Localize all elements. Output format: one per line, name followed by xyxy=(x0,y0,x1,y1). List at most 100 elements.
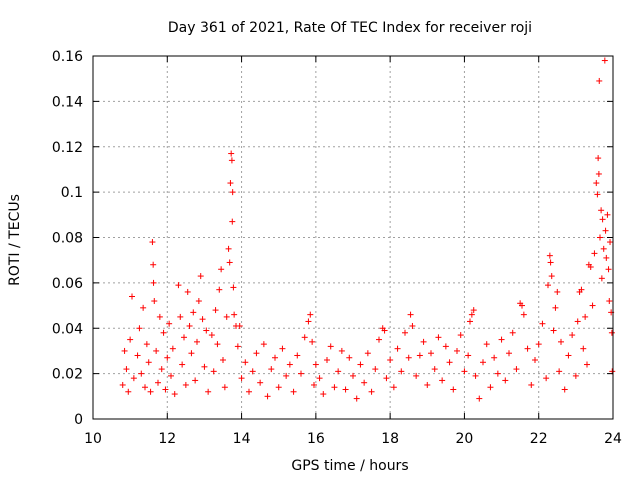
data-point xyxy=(129,293,135,300)
data-point xyxy=(465,352,472,359)
data-point xyxy=(431,366,438,373)
data-point xyxy=(381,327,388,334)
data-point xyxy=(589,302,596,309)
y-tick-label: 0 xyxy=(74,412,83,428)
data-point xyxy=(192,377,199,384)
data-point xyxy=(572,372,579,379)
data-point xyxy=(483,341,490,348)
data-point xyxy=(545,282,551,289)
data-point xyxy=(194,338,200,345)
data-point xyxy=(150,279,157,286)
data-point xyxy=(602,227,609,234)
data-point xyxy=(546,252,553,259)
data-point xyxy=(143,341,150,348)
data-point xyxy=(539,320,546,327)
data-point xyxy=(350,372,356,379)
data-point xyxy=(368,388,375,395)
data-point xyxy=(327,343,334,350)
data-point xyxy=(182,381,189,388)
data-point xyxy=(528,381,535,388)
data-point xyxy=(413,372,420,379)
data-point xyxy=(520,311,527,318)
data-point xyxy=(130,375,137,382)
y-axis-label: ROTI / TECUs xyxy=(7,194,23,286)
data-point xyxy=(212,307,219,314)
data-point xyxy=(409,322,416,329)
data-point xyxy=(221,384,228,391)
data-point xyxy=(593,180,600,187)
data-point xyxy=(480,359,486,366)
data-point xyxy=(249,368,256,375)
data-point xyxy=(238,375,245,382)
data-point xyxy=(145,359,152,366)
data-point xyxy=(513,366,520,373)
data-point xyxy=(390,384,397,391)
data-point xyxy=(228,157,235,164)
x-tick-labels: 10 12 14 16 18 20 22 24 xyxy=(84,431,622,447)
data-point xyxy=(601,57,608,64)
data-point xyxy=(190,309,197,316)
data-point xyxy=(246,388,252,395)
data-point xyxy=(127,336,134,343)
data-point xyxy=(268,366,275,373)
data-point xyxy=(597,234,603,241)
data-point xyxy=(361,379,368,386)
data-point xyxy=(407,311,414,318)
data-point xyxy=(150,261,157,268)
data-point xyxy=(598,207,605,214)
data-point xyxy=(227,180,234,187)
data-point xyxy=(372,366,379,373)
data-point xyxy=(264,393,271,400)
data-point xyxy=(236,322,243,329)
data-point xyxy=(153,347,160,354)
data-point xyxy=(532,357,538,364)
data-point xyxy=(387,357,394,364)
data-point xyxy=(324,357,330,364)
data-point xyxy=(548,273,555,280)
data-point xyxy=(283,372,290,379)
data-point xyxy=(286,361,293,368)
data-point xyxy=(598,275,605,282)
data-point xyxy=(524,345,531,352)
data-point xyxy=(494,370,501,377)
data-point xyxy=(596,77,603,84)
data-point xyxy=(442,343,449,350)
data-point xyxy=(225,245,232,252)
data-point xyxy=(184,288,191,295)
y-tick-label: 0.1 xyxy=(61,185,83,201)
data-point xyxy=(186,322,193,329)
data-point xyxy=(229,218,236,225)
data-point xyxy=(509,329,516,336)
data-point xyxy=(561,386,568,393)
data-point xyxy=(357,361,364,368)
data-point xyxy=(301,334,308,341)
data-point xyxy=(205,388,212,395)
data-point xyxy=(383,375,390,382)
data-point xyxy=(197,273,204,280)
data-point xyxy=(162,386,169,393)
data-point xyxy=(151,298,158,305)
data-point xyxy=(416,352,423,359)
data-point xyxy=(604,211,611,218)
data-point xyxy=(552,304,559,311)
data-point xyxy=(587,263,594,270)
data-point xyxy=(290,388,297,395)
y-tick-label: 0.06 xyxy=(52,276,83,292)
data-point xyxy=(134,352,141,359)
data-point xyxy=(574,318,581,325)
y-tick-label: 0.12 xyxy=(52,140,83,156)
data-point xyxy=(123,366,130,373)
data-point xyxy=(188,350,195,357)
data-point xyxy=(502,377,509,384)
data-point xyxy=(582,313,589,320)
data-point xyxy=(177,313,184,320)
data-point xyxy=(272,354,278,361)
data-point xyxy=(398,368,405,375)
data-point xyxy=(136,325,143,332)
data-point xyxy=(565,352,572,359)
x-tick-label: 10 xyxy=(84,431,102,447)
data-point xyxy=(164,354,171,361)
data-point xyxy=(353,395,360,402)
data-point xyxy=(554,288,561,295)
data-point xyxy=(498,336,505,343)
